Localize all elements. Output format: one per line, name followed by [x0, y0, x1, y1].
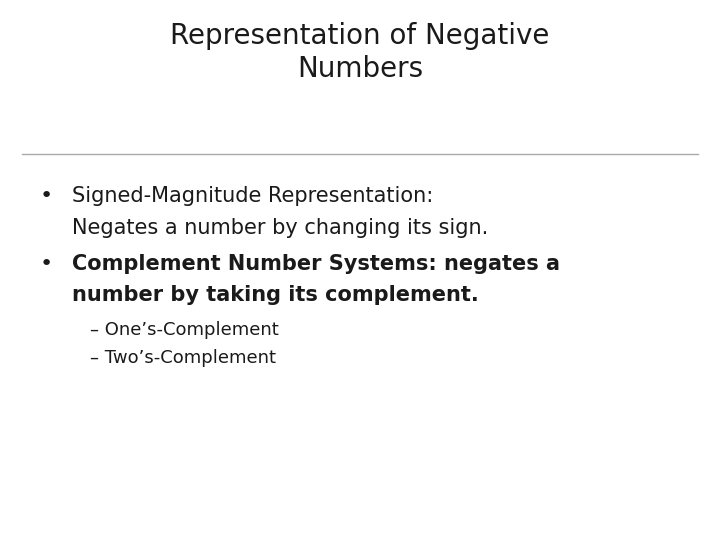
Text: •: •: [40, 254, 53, 274]
Text: Signed-Magnitude Representation:: Signed-Magnitude Representation:: [72, 186, 433, 206]
Text: Negates a number by changing its sign.: Negates a number by changing its sign.: [72, 218, 488, 238]
Text: number by taking its complement.: number by taking its complement.: [72, 285, 479, 305]
Text: – Two’s-Complement: – Two’s-Complement: [90, 349, 276, 367]
Text: •: •: [40, 186, 53, 206]
Text: Complement Number Systems: negates a: Complement Number Systems: negates a: [72, 254, 560, 274]
Text: Representation of Negative
Numbers: Representation of Negative Numbers: [171, 22, 549, 83]
Text: – One’s-Complement: – One’s-Complement: [90, 321, 279, 339]
